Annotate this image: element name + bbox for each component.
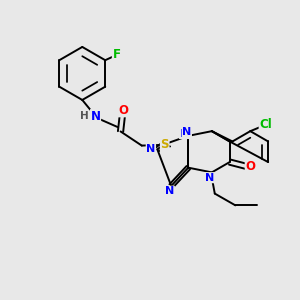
Text: Cl: Cl bbox=[259, 118, 272, 131]
Text: O: O bbox=[118, 104, 128, 117]
Text: N: N bbox=[165, 186, 174, 196]
Text: N: N bbox=[182, 127, 191, 137]
Text: N: N bbox=[91, 110, 100, 123]
Text: F: F bbox=[112, 48, 120, 62]
Text: N: N bbox=[179, 128, 189, 139]
Text: N: N bbox=[146, 144, 155, 154]
Text: N: N bbox=[205, 173, 214, 183]
Text: S: S bbox=[160, 139, 169, 152]
Text: H: H bbox=[80, 111, 89, 121]
Text: O: O bbox=[245, 160, 255, 173]
